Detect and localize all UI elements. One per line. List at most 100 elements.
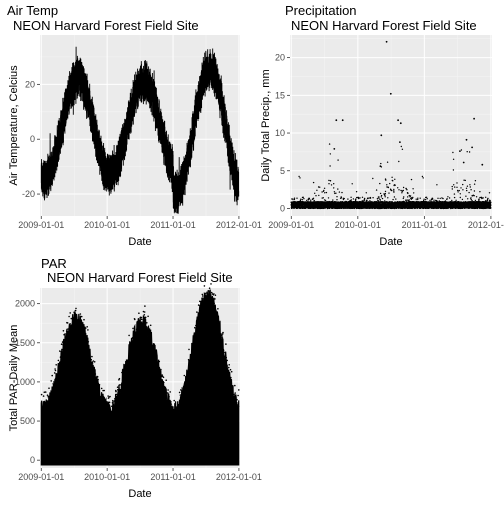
precip-point <box>388 187 389 188</box>
precip-point <box>407 199 408 200</box>
precip-point <box>436 184 437 185</box>
precip-point <box>339 191 340 192</box>
precip-point <box>467 198 468 199</box>
precip-point <box>416 199 417 200</box>
precip-point <box>329 165 330 166</box>
precip-point <box>393 190 394 191</box>
precip-point <box>446 198 447 199</box>
precip-point <box>412 197 413 198</box>
precip-point <box>429 200 430 201</box>
precip-point <box>313 182 314 183</box>
precip-point <box>356 191 357 192</box>
precip-point <box>352 183 353 184</box>
precip-panel: Precipitation NEON Harvard Forest Field … <box>260 3 504 248</box>
precip-point <box>309 198 310 199</box>
precip-point <box>462 199 463 200</box>
precip-point <box>405 188 406 189</box>
precip-point <box>423 177 424 178</box>
precip-point <box>334 191 335 192</box>
air-title-line1: Air Temp <box>7 3 58 18</box>
precip-point <box>411 179 412 180</box>
precip-point <box>453 169 454 170</box>
air-y-axis-title: Air Temperature, Celcius <box>8 65 20 186</box>
precip-point <box>350 197 351 198</box>
precip-point <box>328 183 329 184</box>
precip-point <box>385 196 386 197</box>
precip-point <box>401 192 402 193</box>
precip-point <box>440 198 441 199</box>
precip-point <box>366 200 367 201</box>
precip-point <box>465 180 466 181</box>
precip-point <box>391 177 392 178</box>
precip-point <box>403 190 404 191</box>
precip-point <box>463 180 464 181</box>
precip-point <box>469 184 470 185</box>
precip-point <box>449 197 450 198</box>
precip-point <box>408 199 409 200</box>
precip-point <box>386 184 387 185</box>
precip-point <box>412 188 413 189</box>
precip-point <box>460 197 461 198</box>
precip-point <box>442 198 443 199</box>
precip-point <box>318 195 319 196</box>
precip-point <box>406 189 407 190</box>
precip-point <box>466 190 467 191</box>
precip-point <box>378 196 379 197</box>
precip-point <box>425 199 426 200</box>
x-tick-label: 2010-01-01 <box>84 220 130 230</box>
precip-point <box>409 195 410 196</box>
precip-point <box>392 180 393 181</box>
precip-point <box>462 189 463 190</box>
precip-point <box>329 143 330 144</box>
precip-point <box>355 198 356 199</box>
precip-point <box>426 197 427 198</box>
precip-point <box>398 189 399 190</box>
precip-point <box>469 151 470 152</box>
precip-point <box>303 197 304 198</box>
precip-point <box>451 200 452 201</box>
precip-point <box>460 187 461 188</box>
precip-point <box>325 200 326 201</box>
air-x-axis-title: Date <box>128 236 151 248</box>
precip-point <box>294 198 295 199</box>
precip-point <box>336 199 337 200</box>
air-temp-panel: Air Temp NEON Harvard Forest Field Site … <box>7 3 262 248</box>
precip-point <box>316 190 317 191</box>
precip-point <box>380 199 381 200</box>
precip-point <box>395 198 396 199</box>
precip-point <box>306 200 307 201</box>
x-tick-label: 2011-01-01 <box>150 220 195 230</box>
precip-point <box>300 200 301 201</box>
x-tick-label: 2009-01-01 <box>18 220 64 230</box>
air-y-ticks: -20 0 20 <box>22 79 40 199</box>
precip-point <box>470 186 471 187</box>
precip-point <box>377 198 378 199</box>
precip-point <box>351 199 352 200</box>
precip-point <box>388 192 389 193</box>
precip-point <box>379 183 380 184</box>
precip-point <box>387 197 388 198</box>
precip-point <box>465 196 466 197</box>
precip-point <box>333 187 334 188</box>
precip-point <box>359 197 360 198</box>
precip-point <box>313 198 314 199</box>
y-tick-label: 0 <box>30 134 35 144</box>
precip-point <box>410 195 411 196</box>
precip-point <box>452 186 453 187</box>
precip-point <box>470 189 471 190</box>
precip-point <box>326 192 327 193</box>
precip-point <box>422 176 423 177</box>
precip-point <box>387 162 388 163</box>
y-tick-label: -20 <box>22 189 35 199</box>
precip-point <box>398 161 399 162</box>
y-tick-label: 20 <box>25 79 35 89</box>
precip-point <box>391 190 392 191</box>
precip-point <box>407 193 408 194</box>
precip-point <box>392 199 393 200</box>
precip-point <box>328 197 329 198</box>
precip-point <box>460 193 461 194</box>
precip-point <box>453 159 454 160</box>
precip-point <box>437 198 438 199</box>
